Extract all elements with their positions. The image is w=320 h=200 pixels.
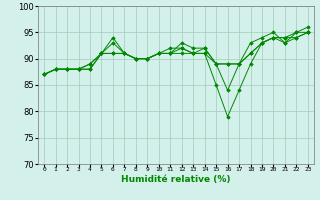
X-axis label: Humidité relative (%): Humidité relative (%) — [121, 175, 231, 184]
